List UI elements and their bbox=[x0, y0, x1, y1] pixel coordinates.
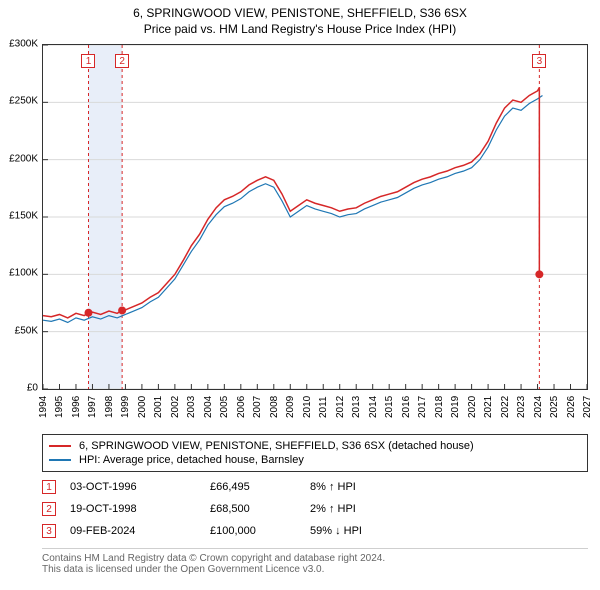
x-tick-label: 2023 bbox=[516, 396, 527, 418]
x-tick-label: 2002 bbox=[170, 396, 181, 418]
x-tick-label: 2018 bbox=[434, 396, 445, 418]
x-tick-label: 2011 bbox=[318, 396, 329, 418]
y-tick-label: £100K bbox=[9, 268, 38, 279]
x-tick-label: 2006 bbox=[236, 396, 247, 418]
x-tick-label: 2005 bbox=[219, 396, 230, 418]
legend-label: HPI: Average price, detached house, Barn… bbox=[79, 454, 304, 466]
transaction-date: 09-FEB-2024 bbox=[70, 525, 210, 537]
x-tick-label: 2007 bbox=[252, 396, 263, 418]
x-tick-label: 1996 bbox=[71, 396, 82, 418]
y-tick-label: £0 bbox=[27, 383, 38, 394]
chart-title: 6, SPRINGWOOD VIEW, PENISTONE, SHEFFIELD… bbox=[0, 0, 600, 20]
x-tick-label: 1997 bbox=[87, 396, 98, 418]
transaction-marker: 1 bbox=[42, 480, 56, 494]
chart-marker: 1 bbox=[81, 54, 95, 68]
chart-marker: 3 bbox=[532, 54, 546, 68]
legend-swatch bbox=[49, 445, 71, 447]
transaction-marker: 2 bbox=[42, 502, 56, 516]
transaction-pct: 59% ↓ HPI bbox=[310, 525, 430, 537]
x-tick-label: 2000 bbox=[137, 396, 148, 418]
transaction-price: £68,500 bbox=[210, 503, 310, 515]
transaction-pct: 2% ↑ HPI bbox=[310, 503, 430, 515]
legend-swatch bbox=[49, 459, 71, 461]
transaction-date: 03-OCT-1996 bbox=[70, 481, 210, 493]
chart-marker: 2 bbox=[115, 54, 129, 68]
legend-label: 6, SPRINGWOOD VIEW, PENISTONE, SHEFFIELD… bbox=[79, 440, 474, 452]
footer: Contains HM Land Registry data © Crown c… bbox=[42, 548, 588, 575]
y-tick-label: £250K bbox=[9, 96, 38, 107]
x-tick-label: 2003 bbox=[186, 396, 197, 418]
footer-line: This data is licensed under the Open Gov… bbox=[42, 564, 588, 575]
x-tick-label: 1994 bbox=[38, 396, 49, 418]
chart-container: 6, SPRINGWOOD VIEW, PENISTONE, SHEFFIELD… bbox=[0, 0, 600, 590]
y-tick-label: £200K bbox=[9, 153, 38, 164]
y-axis: £0£50K£100K£150K£200K£250K£300K bbox=[0, 44, 40, 390]
chart-subtitle: Price paid vs. HM Land Registry's House … bbox=[0, 20, 600, 40]
transaction-price: £100,000 bbox=[210, 525, 310, 537]
transaction-marker: 3 bbox=[42, 524, 56, 538]
plot-svg bbox=[43, 45, 587, 389]
transaction-pct: 8% ↑ HPI bbox=[310, 481, 430, 493]
x-tick-label: 2022 bbox=[500, 396, 511, 418]
x-tick-label: 2015 bbox=[384, 396, 395, 418]
transactions-table: 1 03-OCT-1996 £66,495 8% ↑ HPI 2 19-OCT-… bbox=[42, 476, 588, 542]
legend: 6, SPRINGWOOD VIEW, PENISTONE, SHEFFIELD… bbox=[42, 434, 588, 472]
x-tick-label: 2016 bbox=[401, 396, 412, 418]
x-tick-label: 2020 bbox=[467, 396, 478, 418]
x-tick-label: 2026 bbox=[566, 396, 577, 418]
x-tick-label: 2013 bbox=[351, 396, 362, 418]
x-tick-label: 2001 bbox=[153, 396, 164, 418]
x-tick-label: 2027 bbox=[582, 396, 593, 418]
x-tick-label: 2012 bbox=[335, 396, 346, 418]
table-row: 2 19-OCT-1998 £68,500 2% ↑ HPI bbox=[42, 498, 588, 520]
y-tick-label: £150K bbox=[9, 211, 38, 222]
x-tick-label: 2014 bbox=[368, 396, 379, 418]
x-tick-label: 2004 bbox=[203, 396, 214, 418]
x-tick-label: 1998 bbox=[104, 396, 115, 418]
transaction-price: £66,495 bbox=[210, 481, 310, 493]
x-tick-label: 2019 bbox=[450, 396, 461, 418]
x-tick-label: 2021 bbox=[483, 396, 494, 418]
x-tick-label: 2008 bbox=[269, 396, 280, 418]
x-tick-label: 2010 bbox=[302, 396, 313, 418]
x-tick-label: 2009 bbox=[285, 396, 296, 418]
x-tick-label: 1995 bbox=[54, 396, 65, 418]
x-tick-label: 1999 bbox=[120, 396, 131, 418]
footer-line: Contains HM Land Registry data © Crown c… bbox=[42, 553, 588, 564]
x-tick-label: 2024 bbox=[533, 396, 544, 418]
legend-item: HPI: Average price, detached house, Barn… bbox=[49, 453, 581, 467]
x-tick-label: 2025 bbox=[549, 396, 560, 418]
y-tick-label: £300K bbox=[9, 39, 38, 50]
plot-area: 1 2 3 bbox=[42, 44, 588, 390]
x-axis: 1994199519961997199819992000200120022003… bbox=[42, 392, 588, 430]
x-tick-label: 2017 bbox=[417, 396, 428, 418]
table-row: 3 09-FEB-2024 £100,000 59% ↓ HPI bbox=[42, 520, 588, 542]
legend-item: 6, SPRINGWOOD VIEW, PENISTONE, SHEFFIELD… bbox=[49, 439, 581, 453]
table-row: 1 03-OCT-1996 £66,495 8% ↑ HPI bbox=[42, 476, 588, 498]
y-tick-label: £50K bbox=[15, 325, 38, 336]
transaction-date: 19-OCT-1998 bbox=[70, 503, 210, 515]
